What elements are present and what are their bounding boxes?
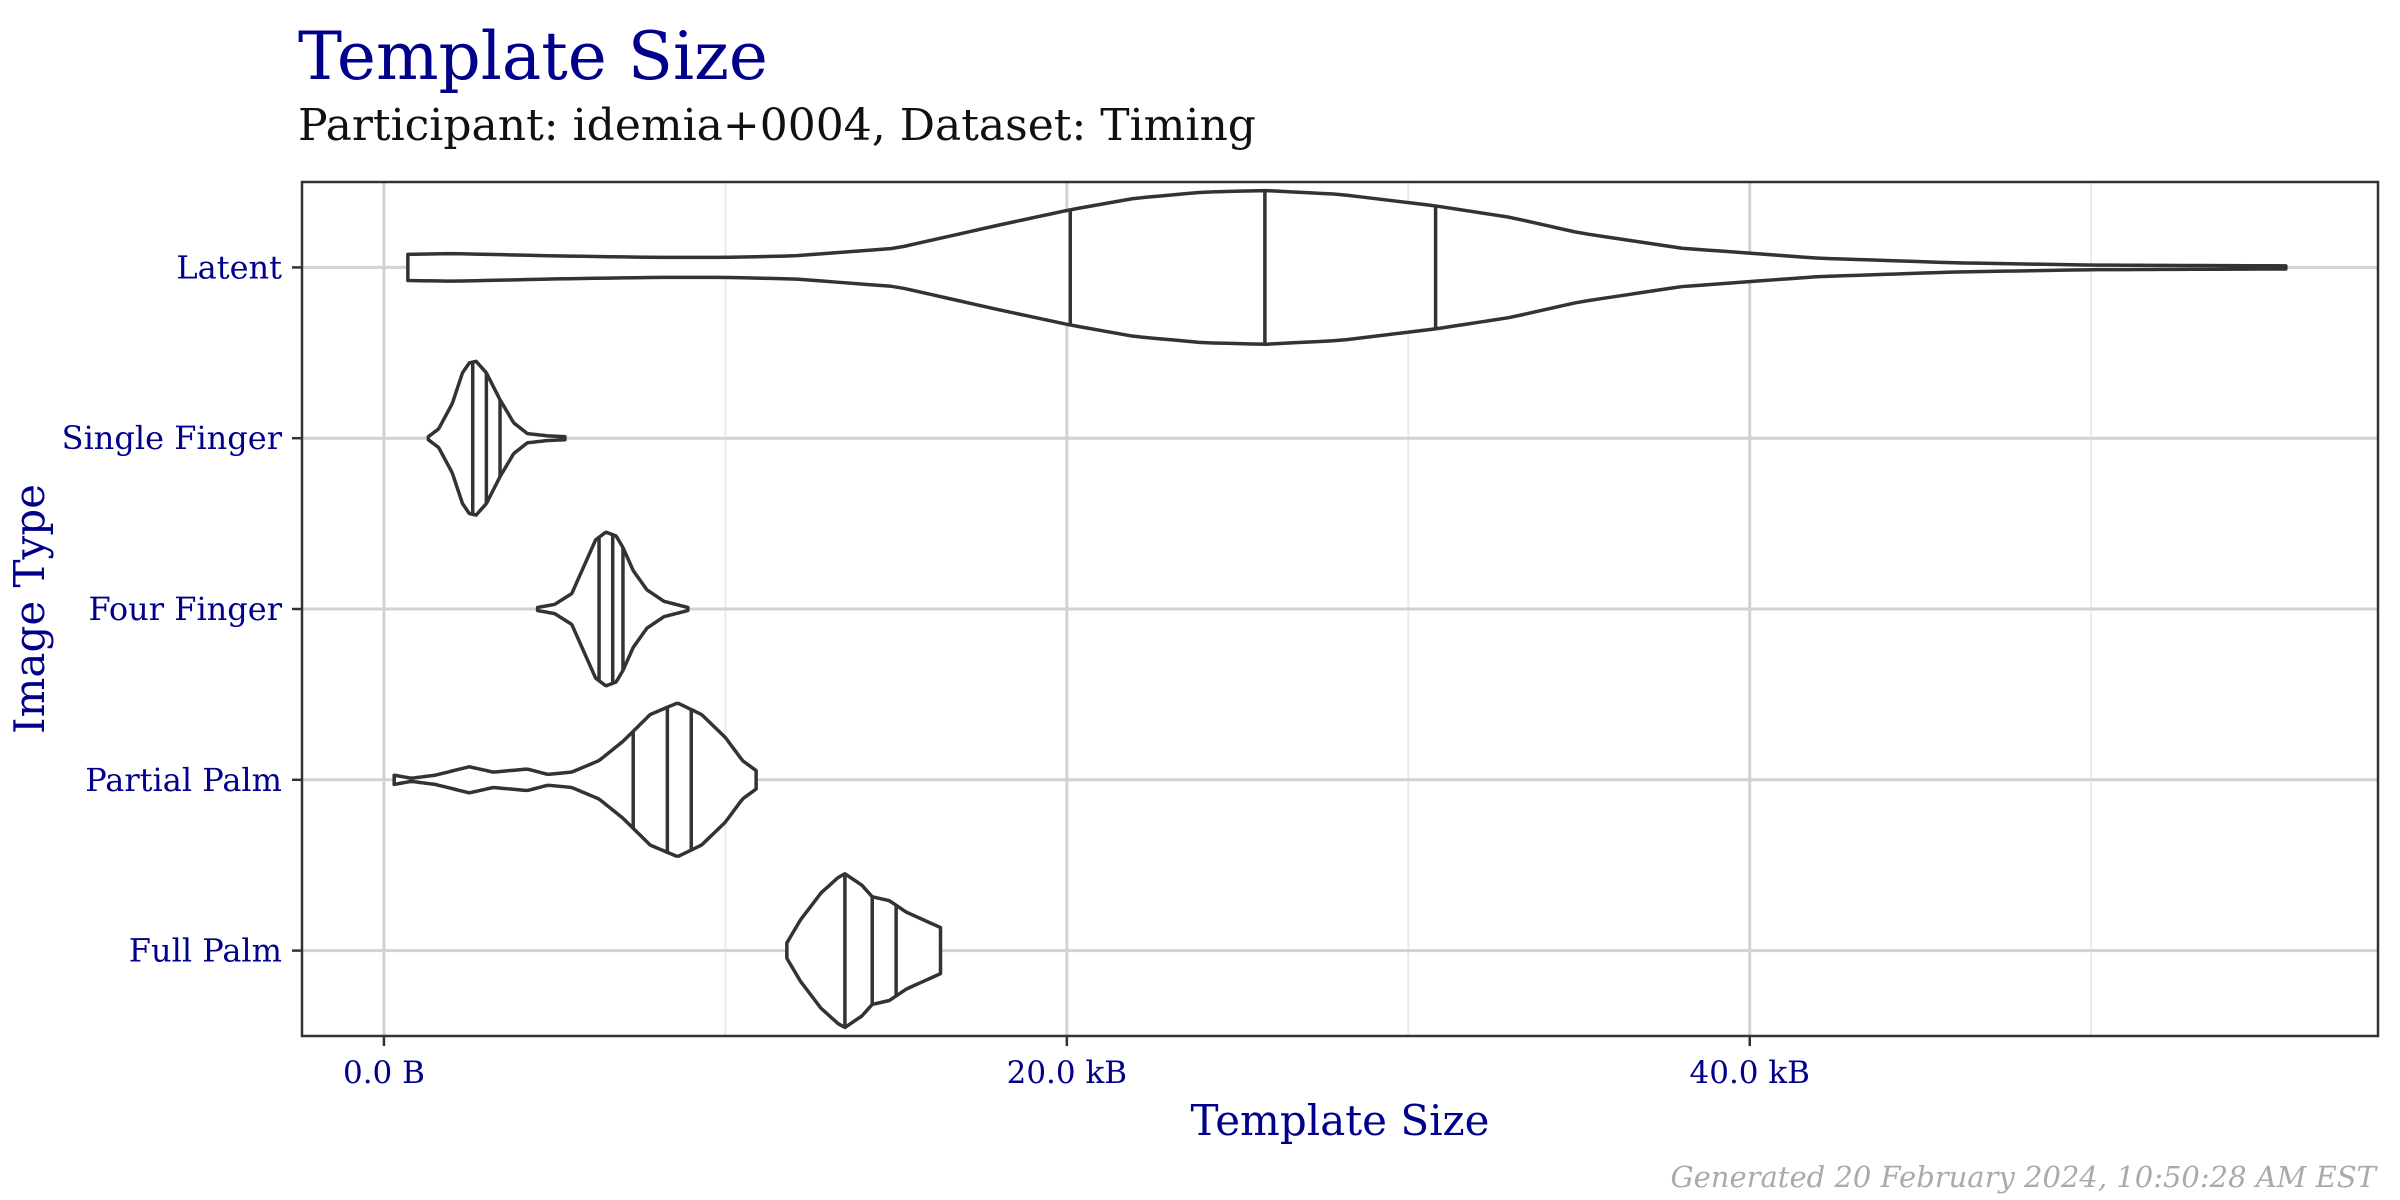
violin-single-finger bbox=[426, 359, 567, 517]
y-tick-label: Four Finger bbox=[88, 590, 282, 628]
y-tick-label: Partial Palm bbox=[85, 761, 282, 799]
chart-title: Template Size bbox=[298, 18, 768, 95]
x-tick-label: 40.0 kB bbox=[1690, 1055, 1810, 1091]
x-axis-title: Template Size bbox=[1190, 1096, 1489, 1145]
y-tick-label: Latent bbox=[176, 248, 282, 286]
y-axis-title: Image Type bbox=[5, 484, 54, 734]
y-tick-label: Single Finger bbox=[62, 419, 283, 457]
violin-latent bbox=[406, 188, 2288, 346]
y-tick-label: Full Palm bbox=[129, 932, 282, 970]
generated-caption: Generated 20 February 2024, 10:50:28 AM … bbox=[1670, 1160, 2376, 1194]
chart-subtitle: Participant: idemia+0004, Dataset: Timin… bbox=[298, 100, 1256, 151]
x-tick-label: 0.0 B bbox=[343, 1055, 425, 1091]
violin-full-palm bbox=[785, 872, 943, 1030]
x-tick-label: 20.0 kB bbox=[1007, 1055, 1127, 1091]
